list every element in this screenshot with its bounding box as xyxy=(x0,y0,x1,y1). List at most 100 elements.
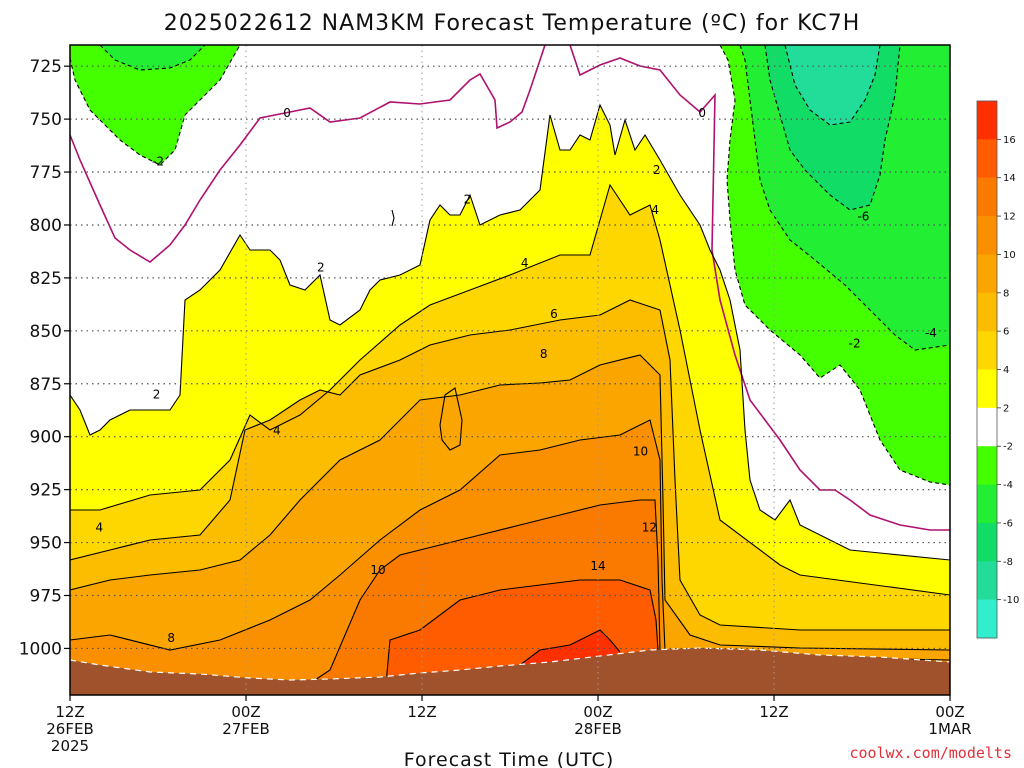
colorbar-swatch xyxy=(977,407,997,447)
colorbar-swatch xyxy=(977,369,997,409)
colorbar-label: -2 xyxy=(1003,442,1013,453)
grid-lines xyxy=(70,45,950,695)
colorbar-swatch xyxy=(977,599,997,639)
contour-label: 14 xyxy=(590,559,605,573)
colorbar-swatch xyxy=(977,331,997,370)
colorbar-label: 10 xyxy=(1003,250,1016,261)
colorbar-swatch xyxy=(977,139,997,179)
contour-label: -2 xyxy=(152,154,164,168)
x-tick-label: 12Z xyxy=(407,703,436,721)
y-tick-label: 825 xyxy=(30,269,62,289)
contour-label: 10 xyxy=(370,563,385,577)
contour-minus6-right xyxy=(764,45,901,211)
contour-label: 2 xyxy=(317,260,325,274)
y-tick-label: 975 xyxy=(30,586,62,606)
ground-terrain xyxy=(70,648,950,695)
contour-label: 8 xyxy=(167,631,175,645)
colorbar-swatch xyxy=(977,101,997,140)
contour-label: -4 xyxy=(925,326,937,340)
y-axis: 725 750 775 800 825 850 875 900 925 950 975 1000 xyxy=(19,57,70,659)
y-tick-label: 850 xyxy=(30,322,62,342)
contour-minus2-topleft xyxy=(70,45,241,166)
y-tick-label: 1000 xyxy=(19,639,62,659)
colorbar-swatch xyxy=(977,292,997,332)
contour-label: -2 xyxy=(849,337,861,351)
colorbar-label: -6 xyxy=(1003,518,1013,529)
colorbar-label: 2 xyxy=(1003,403,1009,414)
x-tick-label: 00Z xyxy=(935,703,964,721)
x-tick-label: 26FEB xyxy=(46,720,93,738)
colorbar-swatch xyxy=(977,484,997,524)
contour-label: 10 xyxy=(633,445,648,459)
contour-label: 12 xyxy=(642,521,657,535)
colorbar-label: 16 xyxy=(1003,135,1016,146)
contour-plus6 xyxy=(70,299,950,631)
band-14-16 xyxy=(520,630,620,665)
band-below-minus4-topleft xyxy=(100,45,205,70)
contour-plus10 xyxy=(70,419,950,661)
x-tick-label: 1MAR xyxy=(928,720,971,738)
contour-plus2 xyxy=(70,103,950,561)
colorbar: 16 14 12 10 8 6 4 2 -2 -4 -6 -8 -10 xyxy=(976,100,1019,639)
x-tick-label: 28FEB xyxy=(574,720,621,738)
contour-spike xyxy=(391,209,395,227)
x-tick-label: 2025 xyxy=(51,737,89,755)
contour-0-right xyxy=(569,45,950,531)
contour-plus8 xyxy=(70,354,950,651)
colorbar-label: 12 xyxy=(1003,212,1016,223)
colorbar-label: 6 xyxy=(1003,327,1009,338)
contour-label: -6 xyxy=(857,209,869,223)
colorbar-label: 14 xyxy=(1003,173,1016,184)
contour-label: 4 xyxy=(521,256,529,270)
contour-plus14 xyxy=(384,579,659,695)
contour-label: 2 xyxy=(653,163,661,177)
x-tick-label: 00Z xyxy=(583,703,612,721)
colorbar-swatch xyxy=(977,177,997,217)
y-tick-label: 725 xyxy=(30,57,62,77)
plot-frame xyxy=(69,44,951,696)
y-tick-label: 925 xyxy=(30,481,62,501)
small-cold-patch xyxy=(935,397,950,420)
contour-0-left xyxy=(70,45,546,263)
band-below-minus2-topleft xyxy=(70,45,240,165)
x-tick-label: 27FEB xyxy=(222,720,269,738)
colorbar-label: -10 xyxy=(1003,595,1019,606)
y-tick-label: 950 xyxy=(30,534,62,554)
colorbar-label: -8 xyxy=(1003,557,1013,568)
colorbar-swatch xyxy=(977,522,997,562)
contour-minus4-topleft xyxy=(99,45,206,71)
contour-label: 0 xyxy=(698,106,706,120)
contour-label: 0 xyxy=(283,106,291,120)
colorbar-swatch xyxy=(977,254,997,294)
contour-label: 6 xyxy=(550,307,558,321)
contour-minus2-right xyxy=(719,45,950,486)
y-tick-label: 900 xyxy=(30,428,62,448)
contour-label: 8 xyxy=(540,347,548,361)
chart-title: 2025022612 NAM3KM Forecast Temperature (… xyxy=(164,11,861,36)
contour-label: 2 xyxy=(153,387,161,401)
x-axis-label: Forecast Time (UTC) xyxy=(404,749,614,768)
band-below-minus8-right xyxy=(785,45,880,125)
contour-plus8-bubble xyxy=(439,387,463,451)
colorbar-label: 8 xyxy=(1003,288,1009,299)
plot-area: 0 0 -2 -6 -2 -4 2 2 2 2 4 4 4 4 6 8 8 10 10 12 14 xyxy=(70,45,950,695)
x-tick-label: 12Z xyxy=(55,703,84,721)
x-tick-label: 12Z xyxy=(759,703,788,721)
contour-plus4 xyxy=(70,183,950,596)
contour-label: 4 xyxy=(96,521,104,535)
contour-label: 4 xyxy=(273,423,281,437)
contour-label: 4 xyxy=(651,203,659,217)
y-tick-label: 875 xyxy=(30,375,62,395)
contour-label: 2 xyxy=(464,193,472,207)
contour-labels: 0 0 -2 -6 -2 -4 2 2 2 2 4 4 4 4 6 8 8 10 10 12 14 xyxy=(96,106,937,645)
y-tick-label: 775 xyxy=(30,163,62,183)
contour-minus4-right xyxy=(739,45,950,351)
contour-minus8-right xyxy=(784,45,881,126)
colorbar-label: -4 xyxy=(1003,480,1013,491)
colorbar-swatch xyxy=(977,446,997,485)
y-tick-label: 800 xyxy=(30,216,62,236)
colorbar-label: 4 xyxy=(1003,365,1009,376)
contour-plus16 xyxy=(519,629,621,666)
